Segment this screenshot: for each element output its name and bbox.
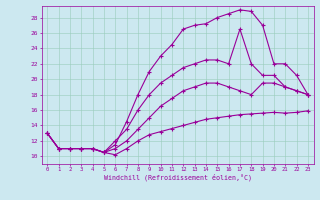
X-axis label: Windchill (Refroidissement éolien,°C): Windchill (Refroidissement éolien,°C) bbox=[104, 174, 252, 181]
